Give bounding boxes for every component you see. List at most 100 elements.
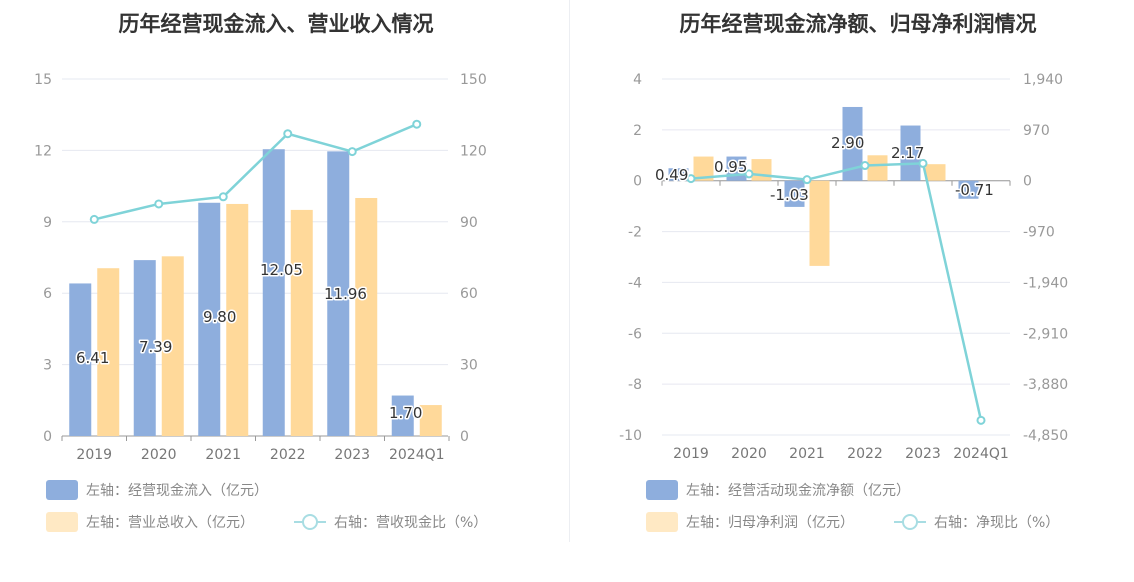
data-label: -0.71 xyxy=(955,181,994,199)
right-axis-tick: 60 xyxy=(460,286,478,302)
line-point xyxy=(89,214,99,224)
right-axis-tick: 0 xyxy=(460,429,469,445)
legend-marker-icon xyxy=(302,514,318,530)
right-axis-tick: 120 xyxy=(460,143,487,159)
line-point xyxy=(918,158,928,168)
right-axis-tick: -3,880 xyxy=(1023,377,1068,393)
x-axis-tick: 2019 xyxy=(76,447,112,463)
data-label: 2.90 xyxy=(831,134,864,152)
legend-label: 左轴：经营现金流入（亿元） xyxy=(86,483,268,499)
bar-primary xyxy=(668,168,689,181)
data-label: -1.03 xyxy=(770,186,809,204)
bar-primary xyxy=(133,260,156,436)
x-axis-tick: 2024Q1 xyxy=(953,446,1009,462)
line-point xyxy=(976,415,986,425)
legend-label: 左轴：归母净利润（亿元） xyxy=(686,514,854,531)
bar-secondary xyxy=(925,164,946,181)
x-axis-tick: 2020 xyxy=(141,447,177,463)
x-axis-tick: 2022 xyxy=(270,447,306,463)
chart-title: 历年经营现金流入、营业收入情况 xyxy=(119,12,434,36)
left-axis-tick: 0 xyxy=(43,429,52,445)
data-label: 7.39 xyxy=(139,338,172,356)
data-label: 12.05 xyxy=(260,261,303,279)
data-label: 0.95 xyxy=(714,158,747,176)
data-label: 1.70 xyxy=(389,404,422,422)
left-axis-tick: -10 xyxy=(619,428,642,444)
bar-secondary xyxy=(97,268,120,436)
bar-primary xyxy=(958,180,979,199)
left-axis-tick: 4 xyxy=(633,72,642,88)
bar-primary xyxy=(327,151,350,437)
right-axis-tick: 30 xyxy=(460,358,478,374)
legend-label: 右轴：净现比（%） xyxy=(934,515,1059,531)
bar-primary xyxy=(391,395,414,436)
bar-secondary xyxy=(161,256,184,436)
left-axis-tick: -8 xyxy=(628,377,642,393)
bar-secondary xyxy=(693,156,714,181)
right-axis-tick: 90 xyxy=(460,215,478,231)
line-point xyxy=(412,119,422,129)
left-axis-tick: 0 xyxy=(633,174,642,190)
bar-primary xyxy=(784,180,805,207)
right-axis-tick: 0 xyxy=(1023,174,1032,190)
data-label: 0.49 xyxy=(655,166,688,184)
left-axis-tick: 12 xyxy=(34,143,52,159)
line-point xyxy=(744,169,754,179)
bar-primary xyxy=(198,202,221,436)
line-series xyxy=(690,162,983,421)
x-axis-tick: 2021 xyxy=(205,447,241,463)
x-axis-tick: 2021 xyxy=(789,446,825,462)
line-point xyxy=(154,199,164,209)
left-axis-tick: -6 xyxy=(628,326,642,342)
right-axis-tick: 1,940 xyxy=(1023,72,1063,88)
legend-label: 右轴：营收现金比（%） xyxy=(334,515,487,531)
line-point xyxy=(347,147,357,157)
right-axis-tick: -4,850 xyxy=(1023,428,1068,444)
x-axis-tick: 2023 xyxy=(905,446,941,462)
bar-primary xyxy=(842,106,863,181)
line-point xyxy=(218,192,228,202)
left-axis-tick: 9 xyxy=(43,215,52,231)
right-axis-tick: 970 xyxy=(1023,123,1050,139)
right-axis-tick: -970 xyxy=(1023,225,1055,241)
legend-swatch xyxy=(46,512,78,532)
bar-primary xyxy=(262,149,285,436)
left-axis-tick: 2 xyxy=(633,123,642,139)
legend-swatch xyxy=(646,480,678,500)
bar-secondary xyxy=(809,180,830,266)
left-axis-tick: -2 xyxy=(628,225,642,241)
data-label: 6.41 xyxy=(76,349,109,367)
x-axis-tick: 2019 xyxy=(673,446,709,462)
x-axis-tick: 2024Q1 xyxy=(389,447,445,463)
left-axis-tick: 3 xyxy=(43,358,52,374)
x-axis-tick: 2022 xyxy=(847,446,883,462)
x-axis-tick: 2023 xyxy=(334,447,370,463)
legend-label: 左轴：经营活动现金流净额（亿元） xyxy=(686,483,910,499)
bar-secondary xyxy=(419,405,442,436)
legend-marker-icon xyxy=(902,514,918,530)
bar-secondary xyxy=(751,159,772,181)
right-axis-tick: -1,940 xyxy=(1023,275,1068,291)
left-axis-tick: -4 xyxy=(628,275,642,291)
legend-label: 左轴：营业总收入（亿元） xyxy=(86,515,254,531)
line-point xyxy=(686,174,696,184)
bar-secondary xyxy=(355,198,378,436)
left-axis-tick: 6 xyxy=(43,286,52,302)
data-label: 11.96 xyxy=(324,285,367,303)
legend-swatch xyxy=(46,480,78,500)
bar-secondary xyxy=(290,209,313,436)
line-point xyxy=(860,161,870,171)
legend-swatch xyxy=(646,512,678,532)
chart-cash-inflow-revenue: 历年经营现金流入、营业收入情况0369121503060901201502019… xyxy=(34,12,487,532)
right-axis-tick: -2,910 xyxy=(1023,326,1068,342)
line-point xyxy=(283,129,293,139)
data-label: 2.17 xyxy=(891,144,924,162)
bar-primary xyxy=(900,125,921,181)
bar-secondary xyxy=(226,203,249,436)
bar-secondary xyxy=(867,155,888,181)
bar-primary xyxy=(69,283,92,436)
line-series xyxy=(93,123,418,221)
chart-net-cash-profit: 历年经营现金流净额、归母净利润情况 -10 -8 -6 -4 -2 0 2 4 -4,850 -3,… xyxy=(619,12,1068,532)
x-axis-tick: 2020 xyxy=(731,446,767,462)
chart-title: 历年经营现金流净额、归母净利润情况 xyxy=(680,12,1037,36)
